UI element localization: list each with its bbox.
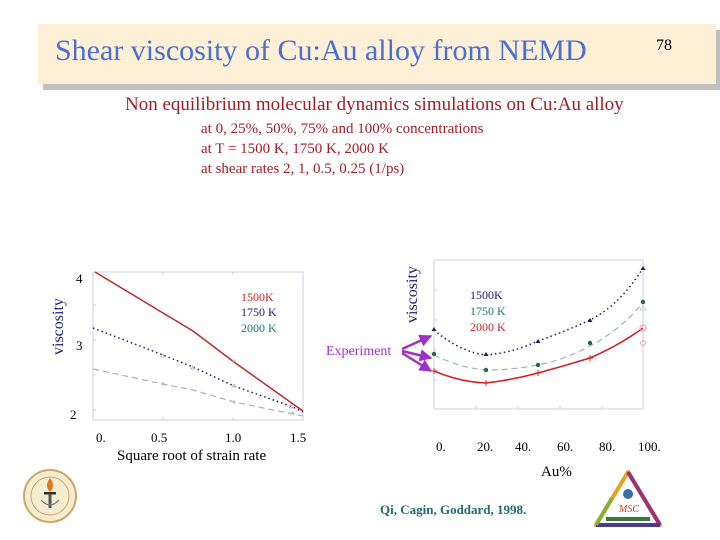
- right-series-1750k: [433, 302, 644, 371]
- left-xtick-0.5: 0.5: [151, 430, 167, 445]
- right-y-axis-label: viscosity: [404, 266, 421, 323]
- left-tick-marks: [93, 272, 234, 420]
- left-series-1500k: [94, 271, 304, 412]
- experiment-arrow-2: [401, 349, 433, 362]
- right-legend-1750k: 1750 K: [470, 304, 506, 318]
- slide-number: 78: [656, 37, 672, 54]
- caltech-seal-logo: [23, 469, 77, 523]
- left-xtick-1.5: 1.5: [290, 430, 306, 445]
- experiment-arrow-3: [401, 351, 433, 373]
- right-chart: 0. 20. 40. 60. 80. 100. Au% viscosity 15…: [404, 259, 661, 480]
- left-ytick-3: 3: [76, 338, 83, 353]
- left-chart: 4 3 2 0. 0.5 1.0 1.5 Square root of stra…: [50, 271, 306, 464]
- left-ytick-2: 2: [70, 407, 77, 422]
- right-xtick-40: 40.: [515, 439, 531, 454]
- left-y-axis-label: viscosity: [50, 298, 67, 355]
- left-xtick-1.0: 1.0: [225, 430, 241, 445]
- left-data-markers: [160, 353, 295, 415]
- left-ytick-4: 4: [76, 271, 83, 286]
- right-plot-frame: [433, 259, 644, 410]
- right-legend-1500k: 1500K: [470, 288, 503, 302]
- right-xtick-60: 60.: [557, 439, 573, 454]
- right-data-markers: [431, 266, 647, 386]
- bullet-shear-rates: at shear rates 2, 1, 0.5, 0.25 (1/ps): [201, 161, 405, 177]
- left-legend-1750k: 1750 K: [241, 305, 277, 319]
- experiment-arrow-1: [401, 334, 433, 351]
- right-xtick-0: 0.: [436, 439, 446, 454]
- title-banner: Shear viscosity of Cu:Au alloy from NEMD…: [38, 24, 716, 84]
- msc-triangle-logo: MSC: [594, 470, 662, 527]
- right-tick-marks: [434, 289, 603, 409]
- left-legend-1500k: 1500K: [241, 290, 274, 304]
- experiment-annotation: Experiment: [326, 334, 433, 373]
- svg-text:MSC: MSC: [618, 504, 639, 515]
- page-title: Shear viscosity of Cu:Au alloy from NEMD: [55, 34, 587, 67]
- left-series-1750k: [92, 327, 304, 413]
- left-legend-2000k: 2000 K: [241, 321, 277, 335]
- right-legend-2000k: 2000 K: [470, 320, 506, 334]
- left-series-2000k: [92, 368, 304, 417]
- bullet-temperatures: at T = 1500 K, 1750 K, 2000 K: [201, 141, 389, 157]
- right-xtick-20: 20.: [477, 439, 493, 454]
- citation: Qi, Cagin, Goddard, 1998.: [380, 502, 527, 517]
- subtitle: Non equilibrium molecular dynamics simul…: [125, 94, 624, 115]
- bullet-concentrations: at 0, 25%, 50%, 75% and 100% concentrati…: [201, 121, 484, 137]
- right-x-axis-label: Au%: [541, 464, 572, 480]
- left-plot-frame: [92, 271, 304, 421]
- left-x-axis-label: Square root of strain rate: [117, 448, 266, 464]
- left-xtick-0: 0.: [96, 430, 106, 445]
- right-xtick-100: 100.: [638, 439, 661, 454]
- right-xtick-80: 80.: [599, 439, 615, 454]
- experiment-label: Experiment: [326, 344, 391, 359]
- bullet-list: at 0, 25%, 50%, 75% and 100% concentrati…: [201, 119, 483, 179]
